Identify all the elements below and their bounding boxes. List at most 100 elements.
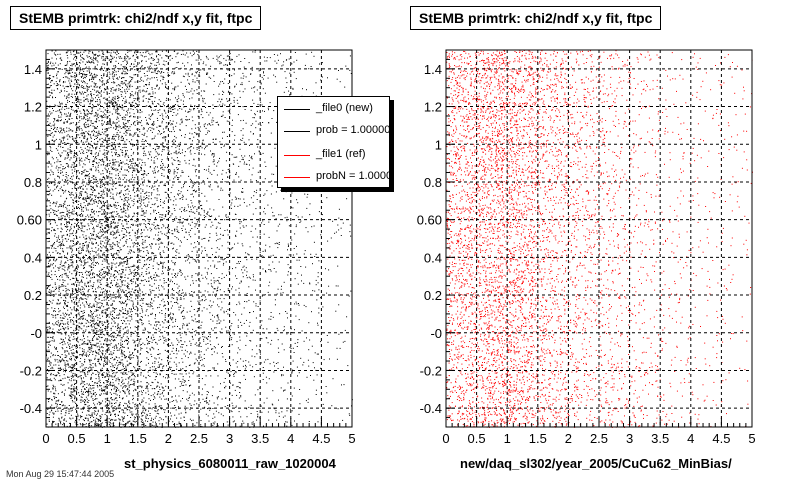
data-point [90,306,92,308]
data-point [56,288,57,290]
data-point [72,90,74,92]
data-point [116,51,118,53]
data-point [133,179,135,181]
data-point [129,76,131,78]
data-point [139,262,141,263]
data-point [305,266,307,268]
data-point [131,288,133,290]
data-point [206,394,208,396]
data-point [96,346,98,348]
data-point [99,416,101,418]
data-point [145,271,147,272]
data-point [83,236,85,238]
data-point [81,365,83,367]
data-point [118,164,120,166]
data-point [117,283,119,285]
data-point [99,68,101,70]
data-point [163,395,165,397]
data-point [134,309,136,310]
data-point [56,211,58,212]
data-point [141,210,143,212]
data-point [93,387,95,389]
data-point [171,289,173,291]
data-point [89,134,91,135]
data-point [342,222,344,224]
data-point [183,324,185,326]
data-point [268,269,270,270]
data-point [124,261,126,263]
data-point [71,88,72,90]
data-point [91,324,93,326]
data-point [106,315,108,317]
data-point [320,234,322,236]
data-point [181,172,183,173]
data-point [170,55,172,57]
data-point [74,140,75,142]
data-point [167,156,168,158]
data-point [113,75,115,77]
data-point [107,116,109,118]
data-point [60,141,62,142]
data-point [86,86,88,87]
data-point [65,331,67,333]
data-point [131,162,133,164]
data-point [121,340,123,342]
data-point [134,381,136,383]
data-point [110,314,112,316]
data-point [184,276,186,278]
data-point [85,199,87,201]
data-point [108,400,110,402]
data-point [208,123,210,124]
data-point [84,358,86,360]
data-point [101,223,103,225]
data-point [67,360,69,362]
data-point [303,340,305,342]
data-point [72,375,74,377]
data-point [146,246,148,248]
data-point [181,108,183,110]
data-point [108,343,110,345]
data-point [52,96,53,98]
data-point [121,68,123,69]
data-point [54,386,56,388]
data-point [122,420,124,422]
data-point [149,93,151,95]
data-point [271,118,273,119]
data-point [274,304,276,306]
data-point [110,293,111,295]
data-point [158,285,160,287]
data-point [73,369,74,371]
data-point [282,292,284,294]
data-point [141,140,143,142]
data-point [91,177,93,178]
data-point [121,307,123,309]
data-point [79,120,81,122]
data-point [85,216,87,218]
data-point [79,72,80,74]
data-point [202,388,203,390]
data-point [101,141,103,143]
data-point [179,373,181,375]
data-point [348,295,350,297]
data-point [194,105,196,107]
data-point [116,152,117,154]
data-point [93,402,95,404]
data-point [98,330,100,332]
data-point [88,182,90,184]
data-point [97,425,99,427]
data-point [95,398,97,400]
data-point [102,213,103,215]
data-point [108,182,110,184]
data-point [227,91,229,93]
data-point [119,76,120,78]
data-point [108,371,110,373]
data-point [139,158,141,160]
data-point [65,70,67,71]
data-point [119,402,121,404]
data-point [238,381,240,383]
data-point [111,155,113,157]
data-point [116,122,118,124]
data-point [140,374,142,376]
data-point [128,283,130,285]
data-point [180,400,182,402]
